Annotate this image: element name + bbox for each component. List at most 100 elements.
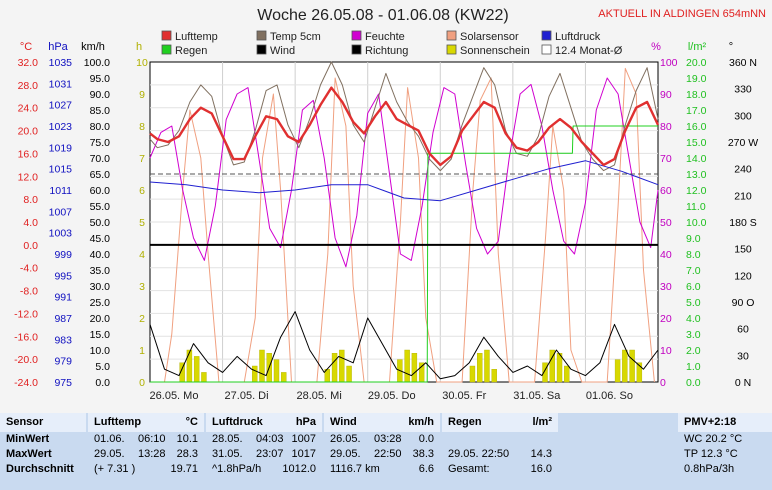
- sunshine-bar: [404, 349, 410, 383]
- series-lufttemp: [149, 86, 660, 167]
- legend-label: Feuchte: [365, 31, 405, 43]
- sunshine-bar: [564, 365, 570, 383]
- regen-max-row: 29.05. 22:50 14.3: [442, 447, 558, 462]
- axis-tick-label: 2: [139, 313, 145, 325]
- axis-tick-label: 983: [54, 334, 72, 346]
- axis-tick-label: 6.0: [686, 281, 701, 293]
- x-day-label: 01.06. So: [586, 390, 633, 402]
- axis-tick-label: 19.0: [686, 73, 707, 85]
- axis-tick-label: 90.0: [90, 89, 111, 101]
- axis-tick-label: 5.0: [686, 297, 701, 309]
- regen-column: Regen l/m² 29.05. 22:50 14.3 Gesamt: 16.0: [442, 413, 558, 490]
- legend-label: Regen: [175, 45, 207, 57]
- location-tag: AKTUELL IN ALDINGEN 654mNN: [598, 8, 766, 20]
- legend-label: Lufttemp: [175, 31, 218, 43]
- wind-unit: km/h: [408, 416, 434, 428]
- axis-tick-label: 0 N: [735, 377, 751, 389]
- luftdruck-max-value: 1017: [291, 448, 316, 460]
- axis-unit-label: °: [729, 41, 733, 53]
- chart-legend: Lufttemp Temp 5cm Feuchte Solarsensor Luftdr…: [161, 30, 623, 57]
- regen-min-row: [442, 432, 558, 447]
- legend-swatch: [161, 30, 172, 41]
- axis-tick-label: 5.0: [95, 361, 110, 373]
- lufttemp-title: Lufttemp: [94, 416, 142, 428]
- axis-tick-label: 13.0: [686, 169, 707, 181]
- legend-swatch: [351, 30, 362, 41]
- legend-swatch: [541, 44, 552, 55]
- wind-min-row: 26.05. 03:28 0.0: [324, 432, 440, 447]
- series-regen: [150, 125, 658, 383]
- axis-unit-label: %: [651, 41, 661, 53]
- legend-swatch: [256, 30, 267, 41]
- luftdruck-trend: ^1.8hPa/h: [212, 463, 262, 475]
- axis-tick-label: 100.0: [84, 57, 110, 69]
- lufttemp-min-time: 06:10: [138, 433, 166, 445]
- regen-header: Regen l/m²: [442, 413, 558, 432]
- row-label-min: MinWert: [6, 433, 50, 445]
- axis-tick-label: 60.0: [90, 185, 111, 197]
- wind-min-time: 03:28: [374, 433, 402, 445]
- sunshine-bar: [281, 372, 287, 383]
- pmv-dewpoint: TP 12.3 °C: [684, 448, 738, 460]
- axis-tick-label: 70.0: [90, 153, 111, 165]
- sensor-column: Sensor MinWert MaxWert Durchschnitt: [0, 413, 86, 490]
- axis-tick-label: 995: [54, 270, 72, 282]
- sunshine-bar: [636, 362, 643, 383]
- wind-max-time: 22:50: [374, 448, 402, 460]
- luftdruck-max-date: 31.05.: [212, 448, 243, 460]
- sunshine-bar: [411, 353, 418, 383]
- grid: [150, 62, 658, 382]
- regen-title: Regen: [448, 416, 482, 428]
- series-luftdruck: [149, 160, 659, 202]
- axis-tick-label: 11.0: [686, 201, 706, 213]
- axis-tick-label: 150: [734, 244, 752, 256]
- axis-tick-label: 40: [660, 249, 672, 261]
- wind-min-value: 0.0: [418, 433, 434, 445]
- axis-tick-label: 987: [54, 313, 72, 325]
- sunshine-bar: [469, 365, 476, 383]
- axis-tick-label: 100: [660, 57, 678, 69]
- legend-label: Richtung: [365, 45, 408, 57]
- axis-tick-label: 1.0: [686, 361, 701, 373]
- axis-tick-label: -8.0: [20, 286, 38, 298]
- axis-tick-label: 15.0: [686, 137, 707, 149]
- axis-tick-label: 15.0: [90, 329, 111, 341]
- x-day-label: 27.05. Di: [225, 390, 269, 402]
- axis-tick-label: 0: [660, 377, 666, 389]
- axis-tick-label: 7.0: [686, 265, 701, 277]
- lufttemp-min-row: 01.06. 06:10 10.1: [88, 432, 204, 447]
- row-label-max: MaxWert: [6, 448, 52, 460]
- sunshine-bar: [622, 349, 628, 383]
- sunshine-bar: [346, 365, 352, 383]
- axis-tick-label: 8: [139, 121, 145, 133]
- axis-headers: °C hPa km/h h% l/m² °: [20, 41, 733, 53]
- axis-tick-label: 975: [54, 377, 72, 389]
- axis-tick-label: 50: [660, 217, 672, 229]
- sunshine-bar: [556, 353, 563, 383]
- luftdruck-header: Luftdruck hPa: [206, 413, 322, 432]
- chart-svg: Woche 26.05.08 - 01.06.08 (KW22) AKTUELL…: [14, 7, 766, 402]
- axis-tick-label: 35.0: [90, 265, 111, 277]
- axis-tick-label: 1023: [49, 121, 73, 133]
- axis-tick-label: 3: [139, 281, 145, 293]
- axis-tick-label: 16.0: [18, 148, 39, 160]
- chart-title: Woche 26.05.08 - 01.06.08 (KW22): [257, 7, 508, 24]
- sunshine-bar: [549, 349, 555, 383]
- axis-tick-label: 60: [737, 324, 749, 336]
- legend-swatch: [351, 44, 362, 55]
- sunshine-bar: [331, 353, 338, 383]
- axis-tick-label: 210: [734, 190, 752, 202]
- lufttemp-avg-note: (+ 7.31 ): [94, 463, 136, 475]
- luftdruck-unit: hPa: [295, 416, 316, 428]
- series-temp-5cm: [149, 61, 659, 172]
- axis-tick-label: 90: [660, 89, 672, 101]
- lufttemp-min-value: 10.1: [176, 433, 198, 445]
- axis-tick-label: 10.0: [90, 345, 111, 357]
- axis-tick-label: 0.0: [23, 240, 38, 252]
- axis-tick-label: 95.0: [90, 73, 111, 85]
- wind-header: Wind km/h: [324, 413, 440, 432]
- sunshine-bar: [484, 349, 490, 383]
- axis-tick-label: 1019: [49, 142, 73, 154]
- weather-chart: Woche 26.05.08 - 01.06.08 (KW22) AKTUELL…: [14, 7, 767, 402]
- axis-tick-label: 5: [139, 217, 145, 229]
